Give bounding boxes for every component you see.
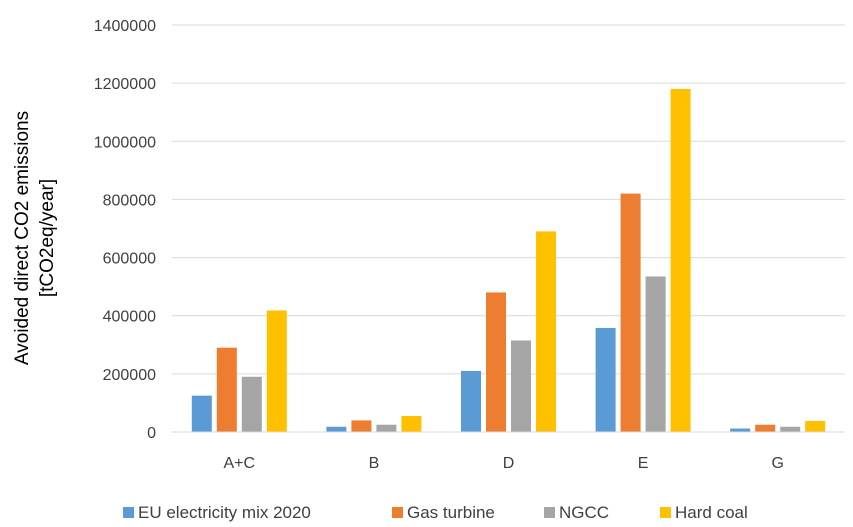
x-tick-label: G [771, 455, 783, 472]
legend-label: Hard coal [675, 503, 748, 522]
bar [191, 395, 212, 432]
y-axis-tick-labels: 0 200000 400000 600000 800000 1000000 1200000 1… [94, 18, 156, 442]
y-tick-label: 200000 [103, 367, 156, 384]
bar [536, 231, 556, 432]
y-tick-label: 1400000 [94, 18, 156, 35]
bar [326, 426, 347, 432]
bar [511, 340, 531, 432]
legend-label: Gas turbine [407, 503, 495, 522]
bar [266, 310, 287, 432]
bars [191, 88, 826, 432]
legend-label: NGCC [559, 503, 609, 522]
bar [620, 193, 641, 432]
bar [351, 420, 372, 432]
x-tick-label: D [503, 455, 515, 472]
legend-swatch [123, 507, 134, 518]
bar [595, 327, 616, 432]
y-tick-label: 1000000 [94, 134, 156, 151]
bar [216, 347, 237, 432]
y-tick-label: 0 [147, 425, 156, 442]
legend-swatch [660, 507, 671, 518]
bar [376, 424, 397, 432]
y-tick-label: 400000 [103, 309, 156, 326]
y-axis-label-line-1: Avoided direct CO2 emissions [12, 111, 33, 365]
y-axis-label: Avoided direct CO2 emissions [tCO2eq/yea… [12, 111, 58, 365]
legend-label: EU electricity mix 2020 [138, 503, 311, 522]
bar [730, 428, 751, 432]
bar [486, 292, 506, 432]
bar [805, 420, 826, 432]
x-tick-label: A+C [224, 455, 256, 472]
bar [645, 276, 666, 432]
legend-swatch [392, 507, 403, 518]
bar [670, 88, 691, 432]
bar [401, 416, 422, 432]
y-axis-label-line-2: [tCO2eq/year] [37, 179, 58, 297]
bar [461, 370, 481, 432]
bar [780, 426, 801, 432]
x-axis-tick-labels: A+C B D E G [224, 455, 784, 472]
y-tick-label: 1200000 [94, 76, 156, 93]
y-tick-label: 800000 [103, 192, 156, 209]
legend-swatch [544, 507, 555, 518]
x-tick-label: B [369, 455, 380, 472]
x-tick-label: E [638, 455, 649, 472]
legend: EU electricity mix 2020 Gas turbine NGCC Ha… [123, 503, 748, 522]
bar [755, 424, 776, 432]
y-tick-label: 600000 [103, 251, 156, 268]
bar [241, 376, 262, 432]
